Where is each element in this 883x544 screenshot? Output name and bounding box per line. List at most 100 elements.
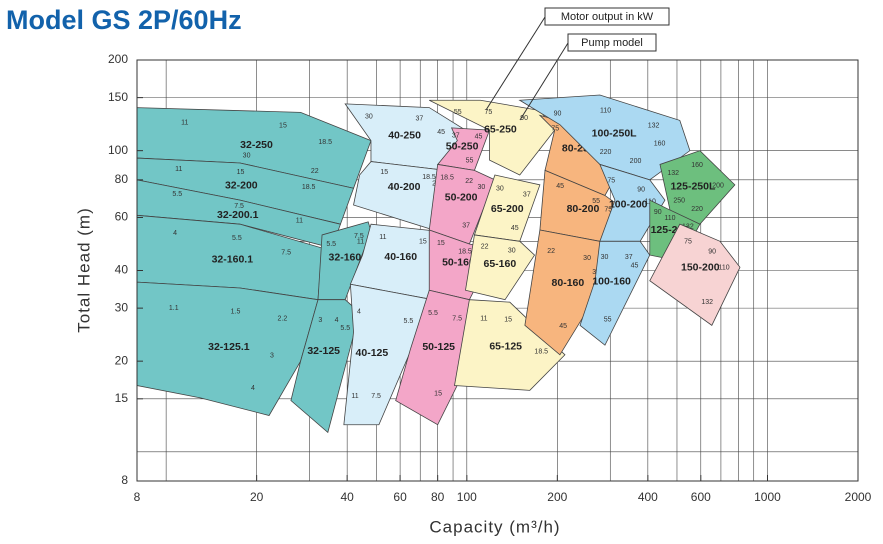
annotation-arrow bbox=[519, 42, 569, 121]
motor-output-label: 11 bbox=[296, 217, 303, 224]
x-tick-label: 80 bbox=[431, 490, 445, 504]
motor-output-label: 75 bbox=[485, 109, 493, 116]
motor-output-label: 132 bbox=[667, 170, 679, 177]
pump-model-label: 80-200 bbox=[567, 203, 600, 215]
x-tick-label: 60 bbox=[393, 490, 407, 504]
x-tick-label: 400 bbox=[638, 490, 658, 504]
pump-model-label: 65-200 bbox=[491, 203, 524, 215]
motor-output-label: 90 bbox=[637, 187, 645, 194]
region bbox=[429, 99, 556, 176]
annotation-text: Pump model bbox=[581, 37, 643, 49]
y-tick-label: 40 bbox=[115, 263, 129, 277]
pump-model-label: 50-200 bbox=[445, 192, 478, 204]
motor-output-label: 7.5 bbox=[234, 203, 244, 210]
motor-output-label: 90 bbox=[554, 110, 562, 117]
motor-output-label: 45 bbox=[631, 262, 639, 269]
motor-output-label: 22 bbox=[481, 244, 489, 251]
y-tick-label: 80 bbox=[115, 172, 129, 186]
motor-output-label: 11 bbox=[480, 315, 487, 322]
motor-output-label: 90 bbox=[654, 209, 662, 216]
region bbox=[290, 299, 361, 434]
motor-output-label: 7.5 bbox=[371, 393, 381, 400]
motor-output-label: 55 bbox=[604, 317, 612, 324]
motor-output-label: 5.5 bbox=[428, 310, 438, 317]
motor-output-label: 110 bbox=[719, 264, 730, 271]
motor-output-label: 37 bbox=[523, 191, 531, 198]
motor-output-label: 5.5 bbox=[326, 241, 336, 248]
motor-output-label: 18.5 bbox=[302, 184, 316, 191]
motor-output-label: 3 bbox=[318, 317, 322, 324]
x-tick-label: 600 bbox=[691, 490, 711, 504]
y-tick-label: 200 bbox=[108, 52, 128, 66]
motor-output-label: 5.5 bbox=[403, 318, 413, 325]
motor-output-label: 30 bbox=[477, 184, 485, 191]
y-tick-label: 8 bbox=[121, 473, 128, 487]
region bbox=[659, 150, 736, 225]
pump-model-label: 40-200 bbox=[388, 181, 421, 193]
pump-model-label: 65-160 bbox=[484, 258, 517, 270]
x-tick-label: 1000 bbox=[754, 490, 781, 504]
motor-output-label: 18.5 bbox=[318, 139, 332, 146]
motor-output-label: 30 bbox=[508, 247, 516, 254]
motor-output-label: 110 bbox=[664, 215, 675, 222]
pump-model-label: 65-250 bbox=[484, 123, 517, 135]
region bbox=[465, 234, 536, 301]
motor-output-label: 90 bbox=[708, 249, 716, 256]
motor-output-label: 1.5 bbox=[231, 308, 241, 315]
motor-output-label: 160 bbox=[691, 162, 703, 169]
annotation-arrow bbox=[485, 16, 546, 111]
pump-model-label: 40-160 bbox=[384, 251, 417, 263]
motor-output-label: 15 bbox=[419, 238, 427, 245]
motor-output-label: 22 bbox=[547, 248, 555, 255]
y-tick-label: 150 bbox=[108, 90, 128, 104]
motor-output-label: 3 bbox=[270, 352, 274, 359]
motor-output-label: 37 bbox=[452, 132, 460, 139]
motor-output-label: 4 bbox=[357, 309, 361, 316]
motor-output-label: 18.5 bbox=[422, 174, 436, 181]
annotation-box bbox=[544, 7, 670, 26]
motor-output-label: 5.5 bbox=[172, 191, 182, 198]
pump-model-label: 100-200 bbox=[609, 198, 648, 210]
pump-model-label: 32-250 bbox=[240, 139, 273, 151]
pump-model-label: 100-250L bbox=[592, 127, 638, 139]
motor-output-label: 11 bbox=[175, 166, 182, 173]
pump-model-label: 32-160 bbox=[329, 251, 362, 263]
region bbox=[579, 240, 651, 346]
pump-model-label: 40-125 bbox=[356, 347, 389, 359]
motor-output-label: 11 bbox=[379, 234, 386, 241]
motor-output-label: 220 bbox=[600, 149, 612, 156]
pump-model-label: 32-125 bbox=[307, 345, 340, 357]
region bbox=[649, 223, 741, 326]
motor-output-label: 30 bbox=[365, 113, 373, 120]
pump-model-label: 50-125 bbox=[422, 341, 455, 353]
x-tick-label: 8 bbox=[134, 490, 141, 504]
x-tick-label: 2000 bbox=[845, 490, 872, 504]
motor-output-label: 37 bbox=[462, 222, 470, 229]
motor-output-label: 18.5 bbox=[458, 248, 472, 255]
motor-output-label: 132 bbox=[648, 123, 660, 130]
pump-model-label: 125-250L bbox=[670, 181, 716, 193]
pump-model-label: 40-250 bbox=[388, 129, 421, 141]
pump-model-label: 80-160 bbox=[552, 277, 585, 289]
motor-output-label: 200 bbox=[712, 182, 724, 189]
motor-output-label: 5.5 bbox=[232, 235, 242, 242]
motor-output-label: 200 bbox=[630, 158, 642, 165]
motor-output-label: 30 bbox=[601, 254, 609, 261]
y-tick-label: 30 bbox=[115, 300, 129, 314]
annotation: Motor output in kW Pump model bbox=[485, 7, 670, 121]
motor-output-label: 15 bbox=[437, 240, 445, 247]
motor-output-label: 132 bbox=[701, 299, 713, 306]
motor-output-label: 160 bbox=[654, 141, 666, 148]
pump-model-label: 32-160.1 bbox=[212, 253, 254, 265]
region bbox=[343, 283, 434, 426]
region bbox=[136, 281, 319, 416]
y-tick-label: 20 bbox=[115, 353, 129, 367]
motor-output-label: 37 bbox=[625, 254, 633, 261]
annotation-text: Motor output in kW bbox=[561, 11, 654, 23]
motor-output-label: 11 bbox=[351, 393, 358, 400]
motor-output-label: 2.2 bbox=[277, 316, 287, 323]
motor-output-label: 7.5 bbox=[281, 249, 291, 256]
motor-output-label: 220 bbox=[691, 206, 703, 213]
motor-output-label: 11 bbox=[181, 119, 188, 126]
